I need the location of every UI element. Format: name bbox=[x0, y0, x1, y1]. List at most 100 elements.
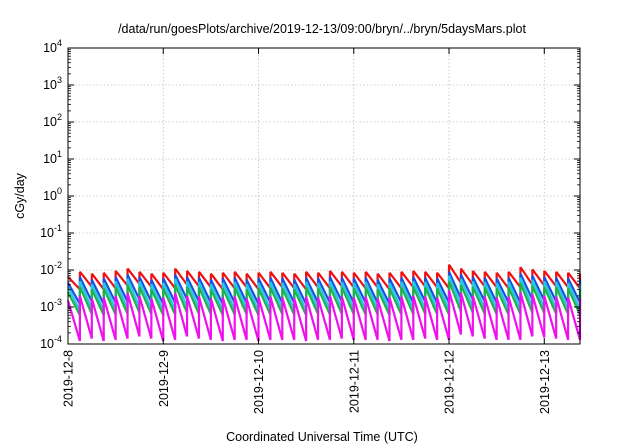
y-tick-label: 103 bbox=[43, 75, 62, 92]
series-segment bbox=[364, 271, 379, 289]
y-tick-label: 10-2 bbox=[40, 260, 62, 277]
series-segment bbox=[495, 282, 510, 311]
series-segment bbox=[102, 282, 117, 311]
series-segment bbox=[317, 277, 331, 304]
series-segment bbox=[328, 276, 343, 303]
series-segment bbox=[388, 287, 403, 316]
series-segment bbox=[197, 296, 212, 341]
series-segment bbox=[340, 296, 355, 341]
series-segment bbox=[245, 288, 260, 316]
series-segment bbox=[388, 271, 403, 289]
series-segment bbox=[78, 295, 93, 339]
series-segment bbox=[174, 267, 188, 286]
series-segment bbox=[531, 279, 546, 309]
series-segment bbox=[495, 277, 510, 304]
series-segment bbox=[245, 279, 260, 305]
series-segment bbox=[531, 294, 546, 338]
series-segment bbox=[447, 280, 462, 313]
series-segment bbox=[305, 277, 320, 304]
series-segment bbox=[198, 271, 212, 289]
series-segment bbox=[412, 270, 427, 288]
series-segment bbox=[483, 281, 498, 310]
series-segment bbox=[328, 286, 343, 315]
series-segment bbox=[281, 287, 296, 316]
series-segment bbox=[436, 287, 451, 316]
series-segment bbox=[567, 282, 582, 311]
series-segment bbox=[186, 295, 201, 339]
y-axis-label: cGy/day bbox=[13, 172, 27, 219]
series-segment bbox=[495, 297, 510, 341]
series-segment bbox=[138, 295, 153, 339]
series-segment bbox=[507, 286, 522, 315]
x-tick-label: 2019-12-10 bbox=[252, 350, 266, 414]
series-segment bbox=[174, 278, 189, 308]
series-segment bbox=[186, 280, 200, 310]
series-segment bbox=[459, 274, 474, 300]
series-segment bbox=[424, 296, 439, 341]
y-tick-label: 101 bbox=[43, 149, 62, 166]
series-segment bbox=[543, 276, 558, 303]
series-segment bbox=[162, 287, 177, 316]
series-segment bbox=[305, 281, 320, 310]
series-segment bbox=[364, 277, 379, 304]
series-segment bbox=[150, 288, 165, 316]
series-segment bbox=[317, 282, 331, 311]
series-segment bbox=[376, 283, 391, 312]
series-segment bbox=[257, 287, 272, 316]
series-segment bbox=[436, 271, 450, 289]
series-segment bbox=[90, 298, 105, 342]
x-tick-label: 2019-12-8 bbox=[62, 350, 76, 407]
series-segment bbox=[102, 277, 117, 304]
series-segment bbox=[543, 280, 558, 310]
series-segment bbox=[376, 298, 391, 342]
series-segment bbox=[221, 297, 236, 341]
series-segment bbox=[352, 282, 367, 311]
series-segment bbox=[352, 297, 367, 341]
series-segment bbox=[221, 287, 236, 316]
series-segment bbox=[305, 286, 320, 315]
series-segment bbox=[519, 277, 534, 308]
series-segment bbox=[400, 271, 415, 289]
series-segment bbox=[102, 297, 117, 341]
series-segment bbox=[317, 271, 331, 289]
series-segment bbox=[400, 296, 415, 341]
series-segment bbox=[364, 281, 379, 310]
series-segment bbox=[210, 272, 224, 291]
series-group bbox=[66, 290, 582, 342]
x-axis-label: Coordinated Universal Time (UTC) bbox=[226, 430, 418, 444]
series-segment bbox=[460, 267, 474, 286]
series-segment bbox=[150, 298, 165, 342]
series-segment bbox=[340, 281, 355, 310]
series-segment bbox=[531, 285, 546, 314]
series-segment bbox=[67, 282, 81, 305]
series-segment bbox=[293, 272, 308, 291]
series-segment bbox=[388, 282, 403, 311]
series-segment bbox=[459, 284, 474, 314]
series-segment bbox=[317, 287, 331, 316]
series-segment bbox=[293, 279, 308, 305]
series-segment bbox=[495, 287, 510, 316]
series-segment bbox=[138, 271, 153, 288]
series-segment bbox=[436, 277, 451, 304]
series-segment bbox=[305, 296, 320, 341]
series-segment bbox=[412, 295, 427, 339]
series-segment bbox=[376, 279, 391, 305]
series-segment bbox=[209, 298, 224, 342]
axis-ticks: 10-4 10-3 10-2 10-1 100 101 102 103 104 2019-12-8… bbox=[40, 38, 580, 414]
series-segment bbox=[281, 297, 296, 341]
x-tick-label: 2019-12-9 bbox=[157, 350, 171, 407]
series-segment bbox=[471, 276, 486, 303]
data-series bbox=[66, 263, 582, 342]
series-segment bbox=[352, 271, 367, 289]
series-segment bbox=[328, 280, 343, 310]
series-segment bbox=[67, 276, 81, 291]
series-segment bbox=[209, 283, 224, 312]
series-segment bbox=[436, 282, 451, 311]
series-segment bbox=[257, 297, 272, 341]
series-segment bbox=[126, 292, 141, 337]
series-segment bbox=[519, 266, 534, 286]
series-segment bbox=[197, 281, 212, 310]
series-segment bbox=[209, 279, 224, 305]
series-segment bbox=[495, 271, 510, 289]
